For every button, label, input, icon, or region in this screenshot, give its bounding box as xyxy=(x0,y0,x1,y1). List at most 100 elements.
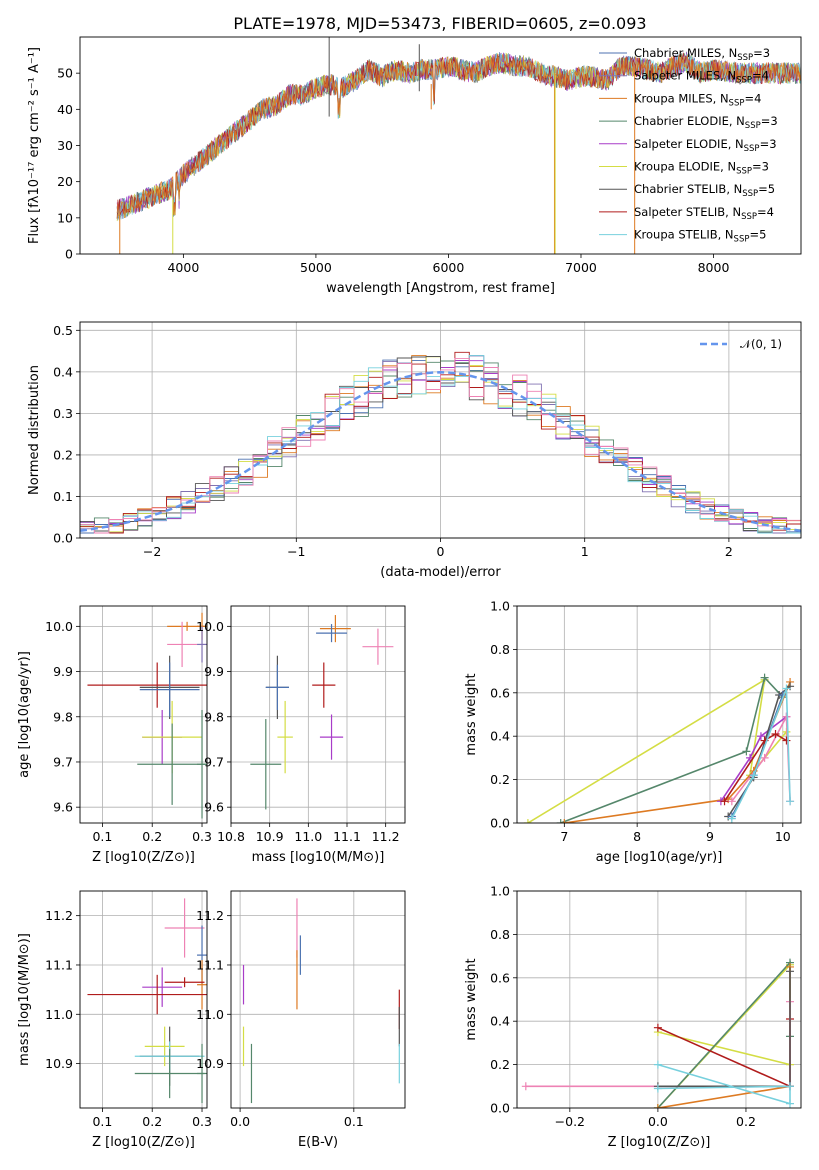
mass_weight_vs_z-xlabel: Z [log10(Z/Z⊙)] xyxy=(608,1135,711,1150)
mass-weight-marker xyxy=(756,732,765,741)
residuals-axes: −2 −1 0 1 2 0.0 0.1 0.2 0.3 0.4 0.5 xyxy=(53,322,801,559)
spectrum-lines xyxy=(116,37,801,254)
legend-label: Kroupa MILES, NSSP=4 xyxy=(634,91,761,108)
mass_vs_z-frame xyxy=(79,890,208,1109)
spectrum-ylabel: Flux [fλ10⁻¹⁷ erg cm⁻² s⁻¹ A⁻¹] xyxy=(27,47,42,244)
mass-weight-series xyxy=(727,684,795,823)
y-tick-label: 20 xyxy=(57,174,73,189)
legend-label: Kroupa STELIB, NSSP=5 xyxy=(634,228,766,245)
legend-label-main: Kroupa STELIB, N xyxy=(634,228,734,242)
mass-weight-marker xyxy=(782,736,791,745)
y-tick-label: 1.0 xyxy=(490,599,510,614)
y-tick-label: 40 xyxy=(57,102,73,117)
mass-weight-marker xyxy=(720,797,729,806)
x-tick-label: 4000 xyxy=(167,260,199,275)
age_vs_z-axes: 0.1 0.2 0.3 9.6 9.7 9.8 9.9 10.0 xyxy=(45,606,212,844)
y-tick-label: 11.1 xyxy=(45,957,73,972)
mass-weight-marker xyxy=(786,797,795,806)
legend-label-tail: =4 xyxy=(744,91,761,105)
mass-weight-marker xyxy=(760,673,769,682)
error-bar-point xyxy=(164,898,205,958)
y-tick-label: 11.0 xyxy=(196,1007,224,1022)
residuals-xlabel: (data-model)/error xyxy=(380,565,501,580)
x-tick-label: 11.2 xyxy=(372,829,400,844)
y-tick-label: 0.8 xyxy=(490,927,510,942)
y-tick-label: 0.4 xyxy=(490,729,510,744)
legend-label-sub: SSP xyxy=(745,121,761,131)
mass-weight-series xyxy=(727,712,795,806)
mass-weight-line xyxy=(657,1019,791,1088)
y-tick-label: 10.9 xyxy=(45,1056,73,1071)
mass-weight-series xyxy=(523,675,791,823)
residuals-frame xyxy=(79,321,802,539)
legend-label-sub: SSP xyxy=(742,189,758,199)
legend-label: Salpeter STELIB, NSSP=4 xyxy=(634,205,774,222)
y-tick-label: 9.6 xyxy=(204,800,224,815)
error-bar-point xyxy=(139,662,200,717)
legend-label: Salpeter MILES, NSSP=4 xyxy=(634,69,769,86)
legend-label-main: Chabrier ELODIE, N xyxy=(634,114,745,128)
error-bar-point xyxy=(319,714,344,760)
error-bar-point xyxy=(197,1043,207,1104)
error-bar-point xyxy=(142,967,183,1007)
x-tick-label: 0.2 xyxy=(142,1114,162,1129)
mass-weight-marker xyxy=(653,1023,662,1032)
y-tick-label: 0.4 xyxy=(490,1014,510,1029)
y-tick-label: 10.0 xyxy=(196,619,224,634)
mass-weight-marker xyxy=(523,819,532,823)
x-tick-label: 6000 xyxy=(433,260,465,275)
mass-weight-line xyxy=(527,678,788,823)
legend-label-tail: =3 xyxy=(752,160,769,174)
legend-label-main: Salpeter MILES, N xyxy=(634,69,736,83)
error-bar-point xyxy=(362,628,394,665)
residuals-ylabel: Normed distribution xyxy=(27,365,42,495)
y-tick-label: 9.7 xyxy=(204,754,224,769)
error-bar-point xyxy=(87,974,207,1015)
y-tick-label: 0.2 xyxy=(490,1057,510,1072)
age_vs_mass-axes: 10.8 10.9 11.0 11.1 11.2 9.6 9.7 9.8 9.9 10.0 xyxy=(196,606,405,844)
mass-weight-marker xyxy=(727,797,736,806)
x-tick-label: 8 xyxy=(633,829,641,844)
error-bar-point xyxy=(319,615,351,643)
x-tick-label: 1 xyxy=(581,544,589,559)
mass-weight-marker xyxy=(653,1104,662,1108)
legend-label-tail: =3 xyxy=(761,114,778,128)
legend-label-tail: =4 xyxy=(757,205,774,219)
y-tick-label: 9.9 xyxy=(53,664,73,679)
mass-weight-line xyxy=(657,1063,791,1105)
x-tick-label: −0.2 xyxy=(555,1114,585,1129)
legend-label-tail: =5 xyxy=(749,228,766,242)
legend-label-main: Kroupa MILES, N xyxy=(634,91,729,105)
error-bar-point xyxy=(316,624,347,643)
y-tick-label: 9.9 xyxy=(204,664,224,679)
legend-label-main: Salpeter STELIB, N xyxy=(634,205,741,219)
error-bar-point xyxy=(312,662,336,708)
x-tick-label: 0.0 xyxy=(648,1114,668,1129)
mass-weight-line xyxy=(731,688,791,820)
age_vs_z-frame xyxy=(79,605,208,824)
mass_weight_vs_z-frame xyxy=(516,890,802,1109)
mass_vs_ebv-points xyxy=(242,898,400,1104)
legend-label-sub: SSP xyxy=(734,235,750,245)
error-bar-point xyxy=(167,621,198,668)
age_vs_mass-xlabel: mass [log10(M/M⊙)] xyxy=(252,850,385,865)
y-tick-label: 10.9 xyxy=(196,1056,224,1071)
y-tick-label: 0.8 xyxy=(490,642,510,657)
error-bar-point xyxy=(277,700,293,774)
x-tick-label: 11.1 xyxy=(333,829,361,844)
mass-weight-line xyxy=(657,971,791,1088)
legend-label-sub: SSP xyxy=(737,53,753,63)
mass-weight-series xyxy=(653,1015,794,1091)
y-tick-label: 10 xyxy=(57,210,73,225)
y-tick-label: 10.0 xyxy=(45,619,73,634)
y-tick-label: 11.2 xyxy=(45,908,73,923)
y-tick-label: 9.7 xyxy=(53,754,73,769)
age_vs_z-xlabel: Z [log10(Z/Z⊙)] xyxy=(92,850,195,865)
mass-weight-marker xyxy=(785,1082,794,1091)
error-bar-point xyxy=(250,719,282,810)
error-bar-point xyxy=(197,960,207,1010)
legend-label-tail: =3 xyxy=(760,137,777,151)
legend-label-main: Kroupa ELODIE, N xyxy=(634,160,736,174)
legend-label-main: Chabrier MILES, N xyxy=(634,46,737,60)
x-tick-label: −2 xyxy=(143,544,161,559)
